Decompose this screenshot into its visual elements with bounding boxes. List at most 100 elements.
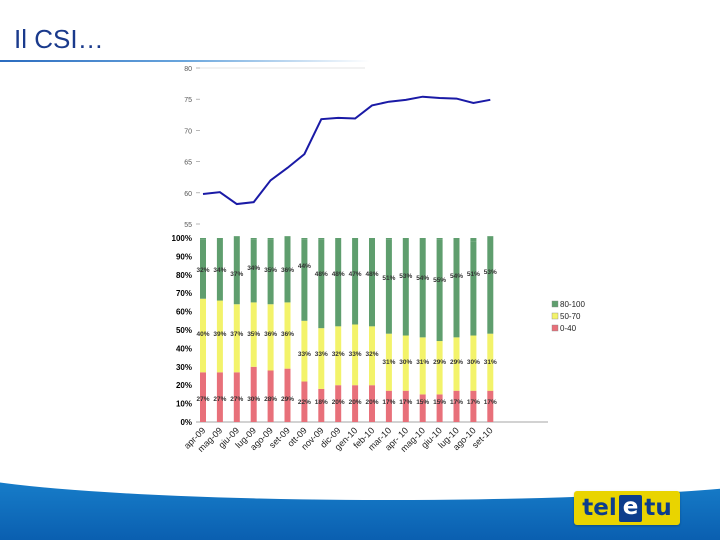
bar-50-70-ott-09	[301, 320, 308, 382]
bar-50-70-apr-09	[200, 298, 206, 373]
bar-80-100-ago-09	[267, 239, 274, 305]
page-title: Il CSI…	[14, 24, 104, 54]
bar-50-70-giu-10	[436, 341, 443, 395]
bar-remainder-apr-09	[200, 238, 206, 240]
bar-80-100-apr-09	[200, 239, 206, 299]
bar-80-100-gen-10	[352, 238, 359, 325]
data-label-80-100-nov-09: 48%	[315, 271, 328, 278]
bar-0-40-ott-09	[301, 381, 308, 422]
logo-text-e: e	[618, 494, 643, 522]
data-label-50-70-mar-10: 31%	[382, 359, 395, 366]
bar-0-40-apr-09	[200, 372, 206, 422]
data-label-80-100-dic-09: 48%	[332, 271, 345, 278]
data-label-0-40-lug-09: 30%	[247, 396, 260, 403]
bar-80-100-giu-10	[436, 239, 443, 342]
bar-0-40-giu-09	[233, 372, 240, 422]
line-ytick-55: 55	[184, 222, 192, 229]
data-label-50-70-gen-10: 33%	[349, 351, 362, 358]
data-label-50-70-giu-10: 29%	[433, 359, 446, 366]
data-label-50-70-ago-09: 36%	[264, 331, 277, 338]
data-label-80-100-giu-10: 55%	[433, 277, 446, 284]
bar-ytick-100-: 100%	[172, 234, 192, 243]
legend-label-50-70: 50-70	[560, 312, 581, 321]
data-label-0-40-nov-09: 18%	[315, 399, 328, 406]
legend-swatch-0-40	[551, 324, 559, 332]
data-label-50-70-giu-09: 37%	[230, 331, 243, 338]
data-label-80-100-set-09: 36%	[281, 267, 294, 274]
bar-ytick-30-: 30%	[176, 363, 192, 372]
bar-ytick-80-: 80%	[176, 271, 192, 280]
data-label-0-40-apr-10: 17%	[399, 399, 412, 406]
line-ytick-65: 65	[184, 160, 192, 167]
bar-80-100-mag-09	[216, 238, 223, 301]
data-label-80-100-apr-10: 53%	[399, 273, 412, 280]
bar-80-100-dic-09	[335, 238, 342, 327]
csi-trend-line	[202, 95, 491, 206]
data-label-0-40-gen-10: 20%	[349, 399, 362, 406]
data-label-50-70-lug-10: 29%	[450, 359, 463, 366]
bar-0-40-mag-09	[216, 372, 223, 422]
bar-ytick-20-: 20%	[176, 381, 192, 390]
bar-80-100-set-10	[487, 236, 494, 334]
data-label-50-70-mag-10: 31%	[416, 359, 429, 366]
line-ytick-60: 60	[184, 191, 192, 198]
bar-remainder-ago-09	[267, 238, 274, 240]
data-label-0-40-mag-09: 27%	[213, 396, 226, 403]
bar-50-70-gen-10	[352, 324, 359, 386]
logo-text-tel: tel	[582, 494, 617, 521]
bar-50-70-lug-10	[453, 337, 460, 391]
legend-swatch-50-70	[551, 312, 559, 320]
data-label-80-100-ago-09: 35%	[264, 267, 277, 274]
data-label-0-40-mar-10: 17%	[382, 399, 395, 406]
bar-remainder-giu-10	[436, 238, 443, 240]
bar-50-70-dic-09	[335, 326, 342, 386]
bar-80-100-lug-09	[250, 239, 257, 303]
bar-80-100-set-09	[284, 236, 291, 303]
data-label-0-40-set-10: 17%	[484, 399, 497, 406]
bar-0-40-mag-10	[419, 394, 426, 422]
data-label-50-70-dic-09: 32%	[332, 351, 345, 358]
data-label-0-40-apr-09: 27%	[196, 396, 209, 403]
data-label-80-100-mag-09: 34%	[213, 267, 226, 274]
bar-0-40-nov-09	[318, 388, 325, 422]
data-label-50-70-ott-09: 33%	[298, 351, 311, 358]
data-label-0-40-mag-10: 15%	[416, 399, 429, 406]
data-label-80-100-mag-10: 54%	[416, 275, 429, 282]
bar-50-70-ago-10	[470, 335, 477, 391]
bar-50-70-giu-09	[233, 304, 240, 373]
bar-remainder-ago-10	[470, 238, 477, 242]
csi-charts: 80 75 70 65 60 55 0% 10% 20% 30% 40% 50% 60% 70% 80% 9…	[172, 66, 586, 454]
bar-ytick-40-: 40%	[176, 344, 192, 353]
data-label-80-100-apr-09: 32%	[196, 267, 209, 274]
line-ytick-80: 80	[184, 66, 192, 73]
bar-0-40-dic-09	[335, 385, 342, 422]
bar-0-40-feb-10	[369, 385, 375, 422]
bar-remainder-mar-10	[385, 238, 392, 240]
bar-80-100-ago-10	[470, 241, 477, 336]
data-label-0-40-ago-09: 28%	[264, 396, 277, 403]
bar-80-100-lug-10	[453, 238, 460, 338]
bar-ytick-70-: 70%	[176, 289, 192, 298]
teletu-logo: tel e tu	[574, 491, 680, 525]
bar-50-70-mar-10	[385, 333, 392, 391]
data-label-0-40-dic-09: 20%	[332, 399, 345, 406]
line-ytick-70: 70	[184, 128, 192, 135]
bar-80-100-giu-09	[233, 236, 240, 305]
bar-ytick-90-: 90%	[176, 252, 192, 261]
bar-50-70-feb-10	[369, 326, 375, 386]
data-label-80-100-set-10: 53%	[484, 269, 497, 276]
data-label-0-40-ago-10: 17%	[467, 399, 480, 406]
data-label-0-40-lug-10: 17%	[450, 399, 463, 406]
data-label-50-70-nov-09: 33%	[315, 351, 328, 358]
bar-80-100-feb-10	[369, 238, 375, 327]
bar-ytick-50-: 50%	[176, 326, 192, 335]
data-label-50-70-ago-10: 30%	[467, 359, 480, 366]
bar-0-40-apr-10	[402, 390, 409, 422]
bar-80-100-apr-10	[402, 238, 409, 336]
data-label-80-100-lug-09: 34%	[247, 265, 260, 272]
data-label-50-70-set-09: 36%	[281, 331, 294, 338]
data-label-0-40-set-09: 29%	[281, 396, 294, 403]
bar-80-100-nov-09	[318, 239, 325, 329]
data-label-80-100-ott-09: 44%	[298, 263, 311, 270]
bar-0-40-ago-09	[267, 370, 274, 422]
